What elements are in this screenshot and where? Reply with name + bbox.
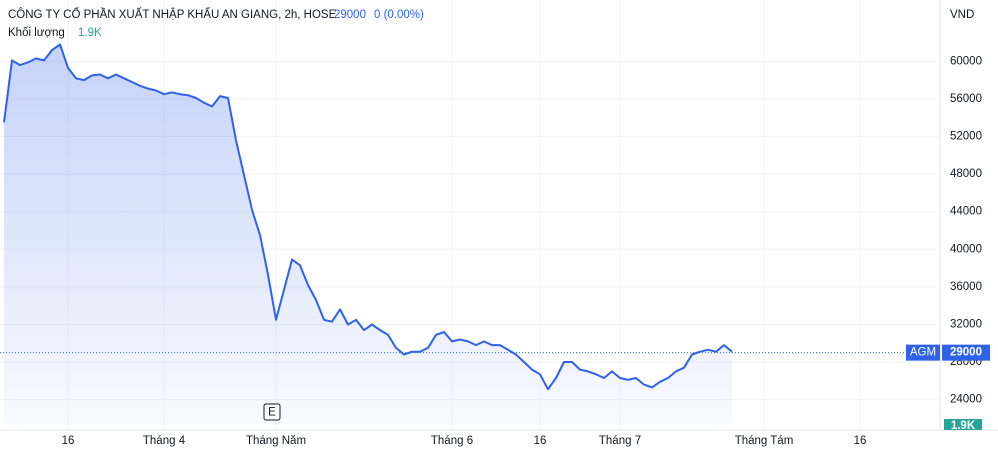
price-badge <box>942 344 990 361</box>
event-marker[interactable] <box>263 403 281 421</box>
x-tick-label: Tháng Năm <box>246 435 306 447</box>
y-tick-label: 56000 <box>950 93 982 105</box>
x-tick-label: 16 <box>854 435 867 447</box>
volume-label: Khối lượng <box>8 27 65 39</box>
y-tick-label: 32000 <box>950 318 982 330</box>
y-tick-label: 52000 <box>950 131 982 143</box>
x-tick-label: Tháng 7 <box>599 435 641 447</box>
y-tick-label: 24000 <box>950 394 982 406</box>
y-tick-label: 48000 <box>950 168 982 180</box>
x-tick-label: 16 <box>62 435 75 447</box>
y-tick-label: 36000 <box>950 281 982 293</box>
x-tick-label: Tháng Tám <box>735 435 794 447</box>
x-tick-label: Tháng 4 <box>143 435 186 447</box>
chart-title: CÔNG TY CỔ PHẦN XUẤT NHẬP KHẨU AN GIANG,… <box>8 8 337 21</box>
plot <box>0 43 940 426</box>
header-price: 29000 <box>334 9 366 21</box>
symbol-label: AGM <box>910 347 936 359</box>
volume-badge-label: 1.9K <box>951 420 976 432</box>
y-tick-label: 60000 <box>950 55 982 67</box>
header-change: 0 (0.00%) <box>374 9 424 21</box>
area <box>4 44 732 426</box>
price-line <box>3 43 733 391</box>
volume-badge <box>944 419 982 430</box>
symbol-badge <box>906 344 940 361</box>
currency: VND <box>950 9 974 21</box>
event-label: E <box>268 407 276 419</box>
volume-value: 1.9K <box>78 27 102 39</box>
y-tick-label: 40000 <box>950 243 982 255</box>
x-tick-label: 16 <box>534 435 547 447</box>
price-label: 29000 <box>950 347 982 359</box>
y-tick-label: 44000 <box>950 206 982 218</box>
x-tick-label: Tháng 6 <box>431 435 473 447</box>
